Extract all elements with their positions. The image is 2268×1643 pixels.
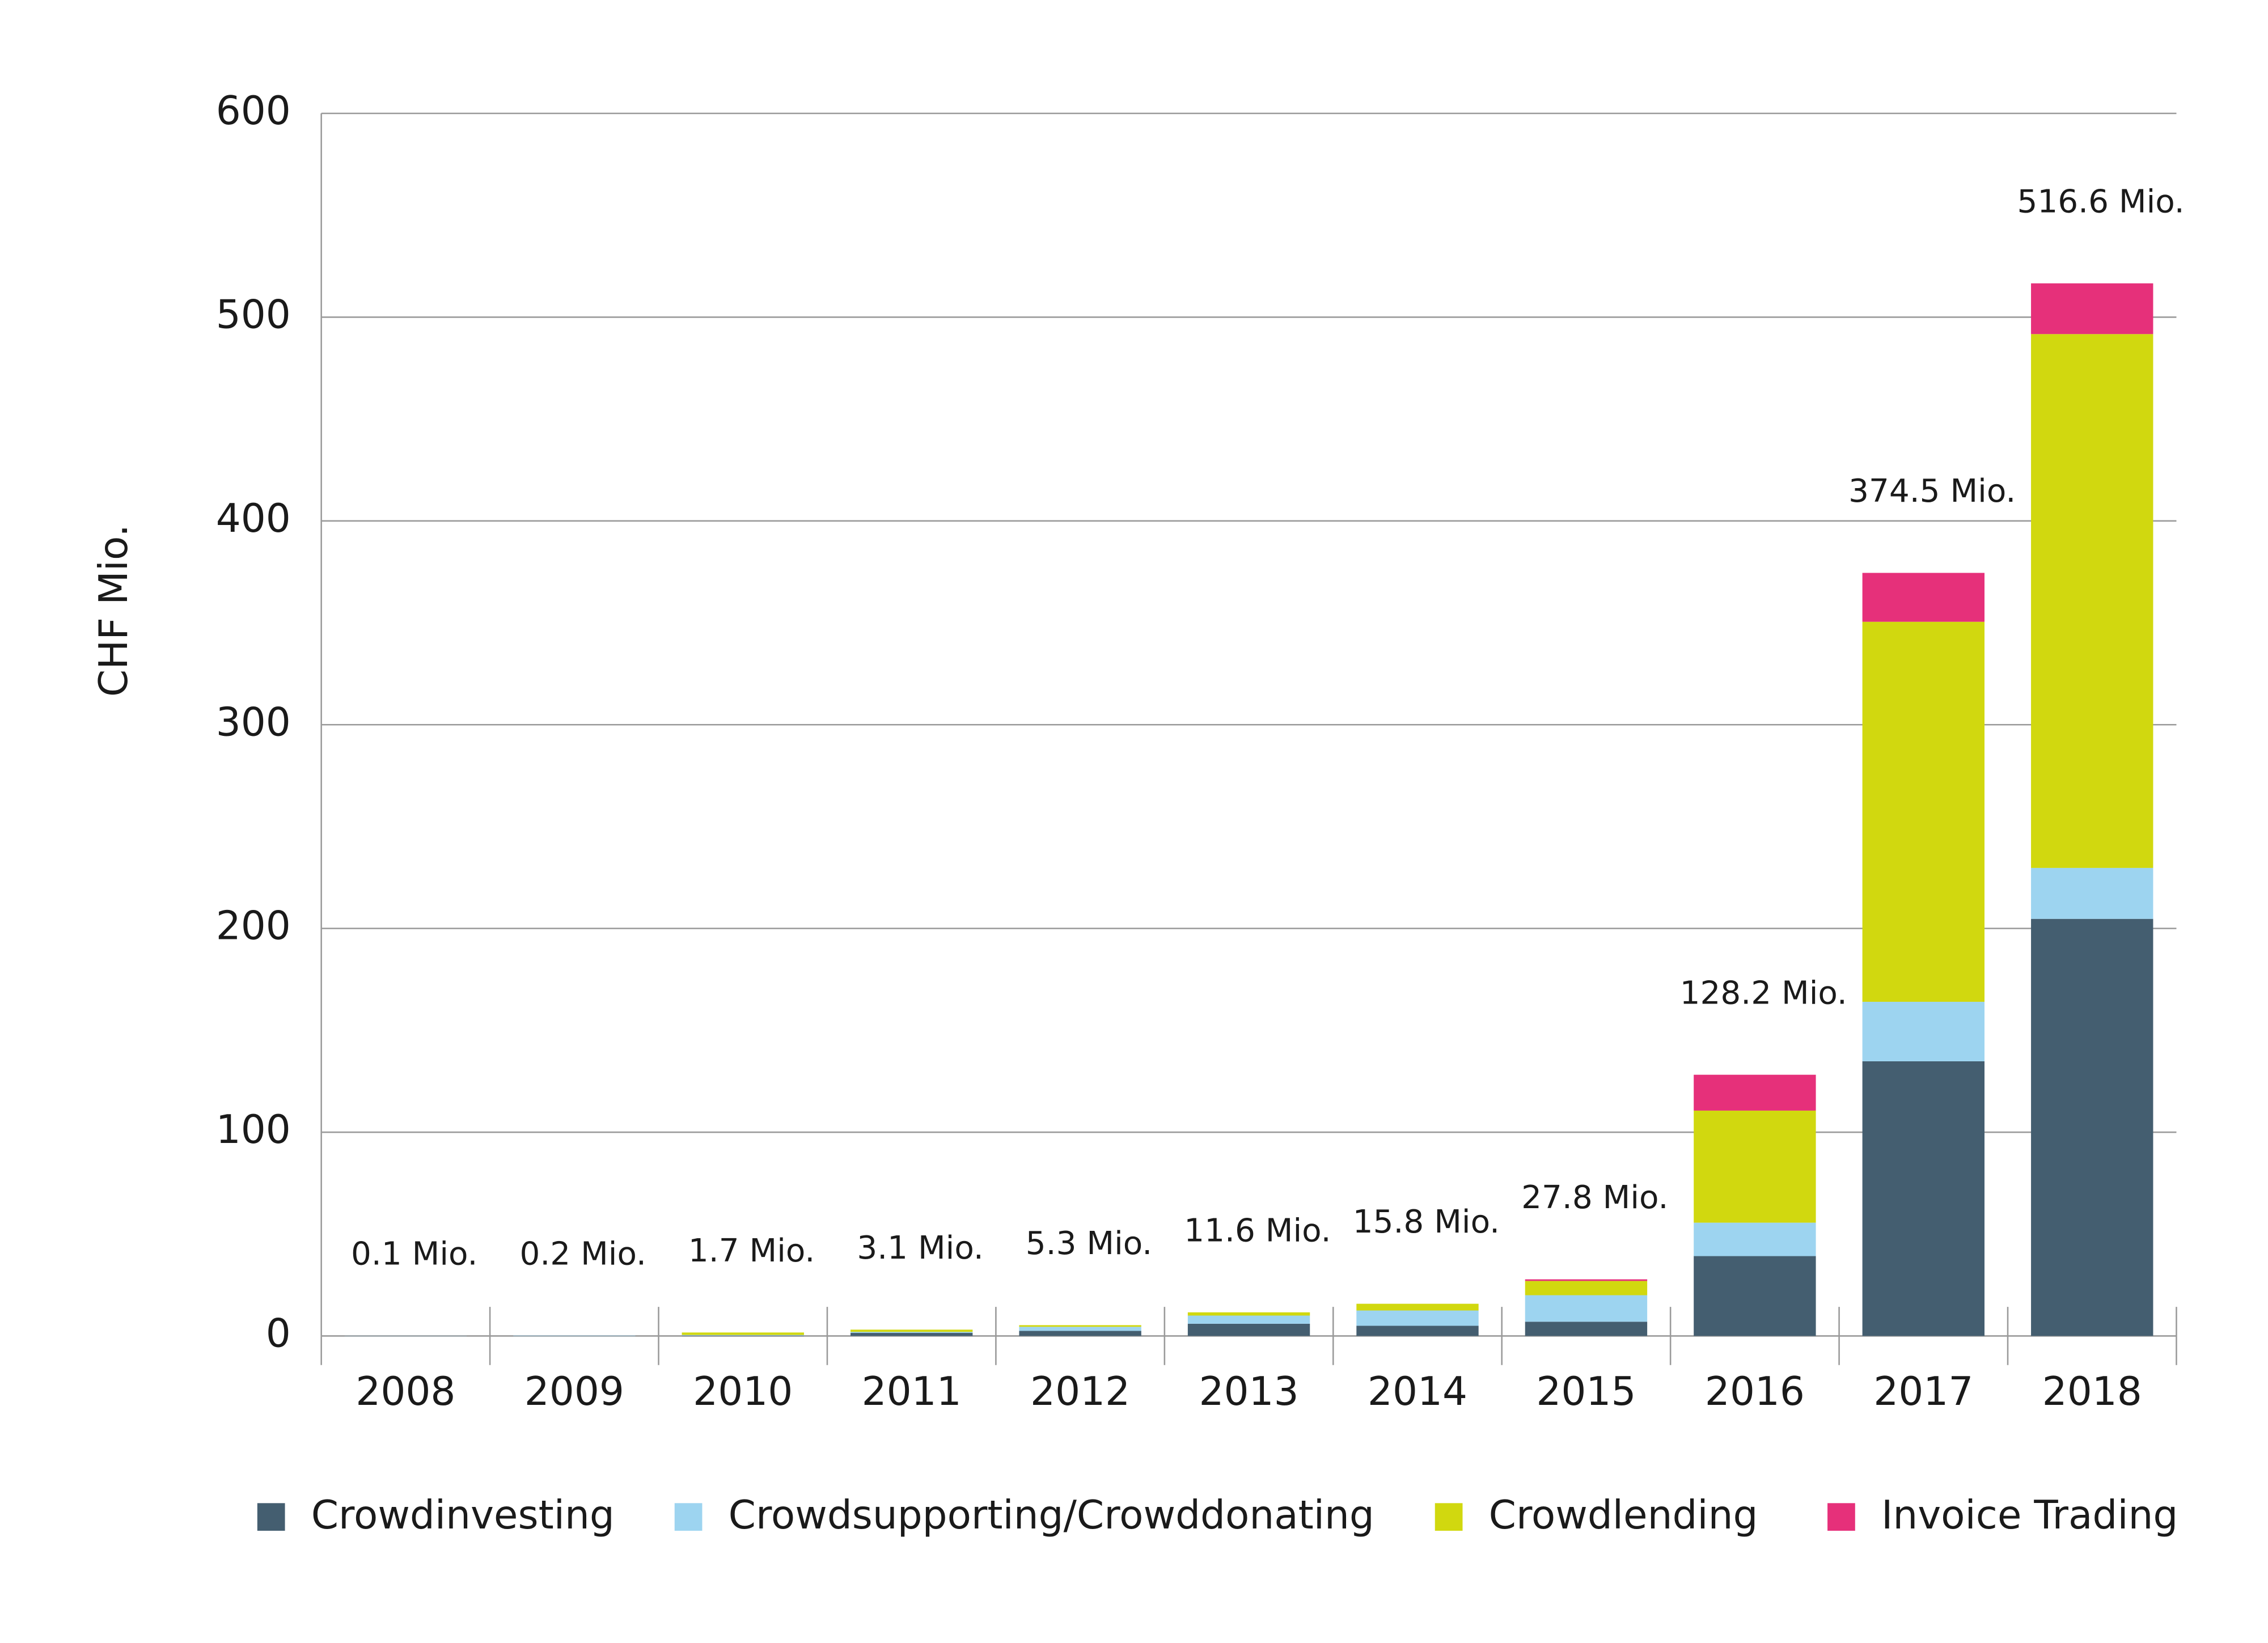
total-label: 374.5 Mio. xyxy=(1848,473,2016,510)
bar-segment xyxy=(1356,1310,1479,1326)
bar-segment xyxy=(1862,1061,1984,1336)
total-label: 0.2 Mio. xyxy=(519,1235,646,1272)
bar-segment xyxy=(1356,1303,1479,1311)
legend-swatch xyxy=(1435,1503,1463,1531)
y-tick-label: 200 xyxy=(216,904,291,949)
bar-segment xyxy=(850,1329,973,1332)
bar-segment xyxy=(1019,1331,1141,1336)
legend-label: Crowdlending xyxy=(1489,1493,1758,1538)
legend-label: Crowdinvesting xyxy=(311,1493,615,1538)
bar-segment xyxy=(682,1332,804,1335)
x-tick-label: 2010 xyxy=(693,1369,793,1415)
y-tick-label: 100 xyxy=(216,1107,291,1153)
bar-segment xyxy=(1694,1110,1816,1223)
total-label: 0.1 Mio. xyxy=(351,1236,477,1273)
x-tick-label: 2018 xyxy=(2042,1369,2142,1415)
total-label: 11.6 Mio. xyxy=(1184,1212,1331,1249)
bar-segment xyxy=(850,1332,973,1333)
bar-segment xyxy=(1187,1323,1310,1336)
bar-segment xyxy=(1694,1222,1816,1256)
x-tick-label: 2015 xyxy=(1536,1369,1636,1415)
bar-segment xyxy=(850,1333,973,1336)
bar-segment xyxy=(1694,1074,1816,1111)
total-label: 15.8 Mio. xyxy=(1353,1204,1500,1240)
bar-segment xyxy=(1525,1322,1648,1336)
bar-segment xyxy=(1525,1279,1648,1281)
total-label: 128.2 Mio. xyxy=(1680,975,1847,1011)
bar-segment xyxy=(1187,1312,1310,1316)
total-label: 3.1 Mio. xyxy=(857,1230,983,1267)
bar-segment xyxy=(1525,1295,1648,1322)
y-tick-label: 600 xyxy=(216,88,291,134)
total-label: 1.7 Mio. xyxy=(688,1233,815,1269)
bar-segment xyxy=(2031,334,2153,868)
legend-swatch xyxy=(257,1503,285,1531)
x-tick-label: 2017 xyxy=(1873,1369,1973,1415)
bar-segment xyxy=(1187,1315,1310,1324)
bar-segment xyxy=(1525,1281,1648,1295)
bar-segment xyxy=(1019,1325,1141,1327)
x-tick-label: 2016 xyxy=(1705,1369,1805,1415)
y-axis-title: CHF Mio. xyxy=(91,524,137,697)
total-label: 516.6 Mio. xyxy=(2017,183,2185,220)
y-tick-label: 300 xyxy=(216,700,291,745)
x-tick-label: 2011 xyxy=(862,1369,962,1415)
x-tick-label: 2009 xyxy=(524,1369,624,1415)
legend-label: Invoice Trading xyxy=(1881,1493,2178,1538)
bar-segment xyxy=(1862,1002,1984,1061)
legend-label: Crowdsupporting/Crowddonating xyxy=(729,1493,1374,1538)
total-label: 27.8 Mio. xyxy=(1521,1179,1668,1216)
bar-segment xyxy=(1862,573,1984,622)
legend-swatch xyxy=(674,1503,703,1531)
y-tick-label: 400 xyxy=(216,496,291,541)
total-label: 5.3 Mio. xyxy=(1026,1225,1152,1262)
y-tick-label: 0 xyxy=(266,1311,291,1356)
bar-segment xyxy=(2031,867,2153,919)
x-tick-label: 2012 xyxy=(1030,1369,1130,1415)
x-tick-label: 2013 xyxy=(1199,1369,1298,1415)
legend-swatch xyxy=(1827,1503,1855,1531)
x-tick-label: 2008 xyxy=(356,1369,455,1415)
bar-segment xyxy=(2031,283,2153,334)
bar-segment xyxy=(1019,1327,1141,1331)
bar-segment xyxy=(1694,1256,1816,1336)
bar-segment xyxy=(682,1335,804,1336)
bar-segment xyxy=(2031,918,2153,1336)
bar-segment xyxy=(1356,1326,1479,1336)
y-tick-label: 500 xyxy=(216,292,291,337)
bar-segment xyxy=(1862,621,1984,1002)
x-tick-label: 2014 xyxy=(1368,1369,1467,1415)
